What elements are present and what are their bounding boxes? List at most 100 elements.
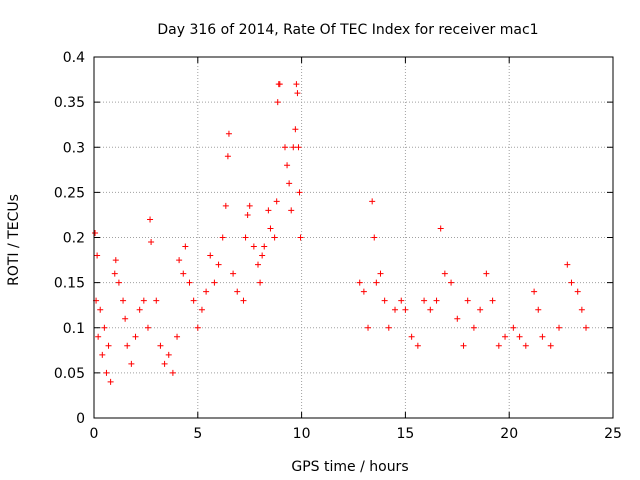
- data-point: [286, 180, 293, 187]
- data-point: [564, 261, 571, 268]
- data-point: [128, 360, 135, 367]
- data-point: [284, 162, 291, 169]
- data-point: [261, 243, 268, 250]
- data-point: [294, 90, 301, 97]
- data-point: [276, 81, 283, 88]
- y-tick-label: 0.4: [63, 50, 85, 66]
- data-point: [242, 234, 249, 241]
- data-point: [483, 270, 490, 277]
- y-axis-label: ROTI / TECUs: [6, 194, 22, 286]
- data-point: [365, 324, 372, 331]
- data-point: [115, 279, 122, 286]
- x-axis-label: GPS time / hours: [291, 459, 408, 475]
- data-point: [219, 234, 226, 241]
- data-point: [274, 99, 281, 106]
- data-point: [535, 306, 542, 313]
- data-point: [147, 216, 154, 223]
- x-tick-label: 25: [604, 426, 622, 442]
- grid: [94, 57, 613, 418]
- y-tick-label: 0.2: [63, 231, 85, 247]
- data-point: [369, 198, 376, 205]
- data-point: [371, 234, 378, 241]
- data-point: [437, 225, 444, 232]
- data-point: [288, 207, 295, 214]
- data-point: [381, 297, 388, 304]
- data-point: [182, 243, 189, 250]
- data-point: [169, 369, 176, 376]
- data-point: [539, 333, 546, 340]
- data-point: [360, 288, 367, 295]
- data-point: [373, 279, 380, 286]
- data-point: [97, 306, 104, 313]
- data-point: [273, 198, 280, 205]
- data-point: [531, 288, 538, 295]
- data-point: [132, 333, 139, 340]
- data-point: [165, 351, 172, 358]
- data-point: [244, 211, 251, 218]
- x-tick-label: 5: [193, 426, 202, 442]
- data-point: [124, 342, 131, 349]
- tick-labels: 0 5 10 15 20 25 0 0.05 0.1 0.15 0.2 0.25 0.3 0.35 0.4: [54, 50, 622, 442]
- axis-ticks: [93, 56, 614, 419]
- data-point: [392, 306, 399, 313]
- data-point: [259, 252, 266, 259]
- data-point: [120, 297, 127, 304]
- data-point: [176, 257, 183, 264]
- data-point: [281, 144, 288, 151]
- data-point: [292, 126, 299, 133]
- data-point: [402, 306, 409, 313]
- data-points: [92, 81, 590, 385]
- data-point: [448, 279, 455, 286]
- data-point: [157, 342, 164, 349]
- y-tick-label: 0.3: [63, 140, 85, 156]
- data-point: [144, 324, 151, 331]
- data-point: [92, 229, 99, 236]
- x-tick-label: 20: [500, 426, 518, 442]
- data-point: [578, 306, 585, 313]
- data-point: [495, 342, 502, 349]
- data-point: [211, 279, 218, 286]
- x-tick-label: 10: [293, 426, 311, 442]
- data-point: [398, 297, 405, 304]
- data-point: [377, 270, 384, 277]
- data-point: [194, 324, 201, 331]
- data-point: [207, 252, 214, 259]
- data-point: [489, 297, 496, 304]
- data-point: [464, 297, 471, 304]
- data-point: [99, 351, 106, 358]
- data-point: [225, 130, 232, 137]
- data-point: [460, 342, 467, 349]
- data-point: [470, 324, 477, 331]
- data-point: [215, 261, 222, 268]
- data-point: [421, 297, 428, 304]
- data-point: [136, 306, 143, 313]
- data-point: [296, 189, 303, 196]
- x-tick-label: 15: [396, 426, 414, 442]
- data-point: [148, 239, 155, 246]
- y-tick-label: 0.35: [54, 95, 85, 111]
- data-point: [477, 306, 484, 313]
- data-point: [556, 324, 563, 331]
- data-point: [103, 369, 110, 376]
- data-point: [140, 297, 147, 304]
- data-point: [414, 342, 421, 349]
- data-point: [234, 288, 241, 295]
- data-point: [95, 333, 102, 340]
- data-point: [583, 324, 590, 331]
- data-point: [385, 324, 392, 331]
- data-point: [198, 306, 205, 313]
- data-point: [516, 333, 523, 340]
- data-point: [161, 360, 168, 367]
- data-point: [105, 342, 112, 349]
- chart-title: Day 316 of 2014, Rate Of TEC Index for r…: [157, 22, 538, 38]
- data-point: [190, 297, 197, 304]
- data-point: [408, 333, 415, 340]
- data-point: [224, 153, 231, 160]
- data-point: [295, 144, 302, 151]
- data-point: [522, 342, 529, 349]
- data-point: [111, 270, 118, 277]
- data-point: [107, 378, 114, 385]
- data-point: [502, 333, 509, 340]
- data-point: [267, 225, 274, 232]
- data-point: [250, 243, 257, 250]
